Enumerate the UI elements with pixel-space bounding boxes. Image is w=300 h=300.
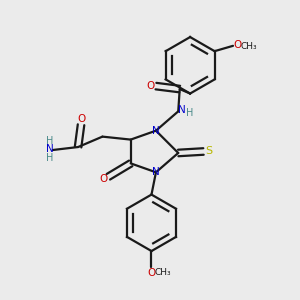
Text: O: O bbox=[233, 40, 241, 50]
Text: CH₃: CH₃ bbox=[154, 268, 171, 277]
Text: N: N bbox=[178, 105, 186, 115]
Text: O: O bbox=[100, 174, 108, 184]
Text: O: O bbox=[147, 80, 155, 91]
Text: H: H bbox=[186, 108, 194, 118]
Text: N: N bbox=[152, 126, 160, 136]
Text: O: O bbox=[77, 114, 86, 124]
Text: S: S bbox=[205, 146, 212, 157]
Text: O: O bbox=[147, 268, 156, 278]
Text: N: N bbox=[152, 167, 160, 177]
Text: CH₃: CH₃ bbox=[240, 42, 257, 51]
Text: H: H bbox=[46, 153, 53, 163]
Text: N: N bbox=[46, 144, 54, 154]
Text: H: H bbox=[46, 136, 53, 146]
